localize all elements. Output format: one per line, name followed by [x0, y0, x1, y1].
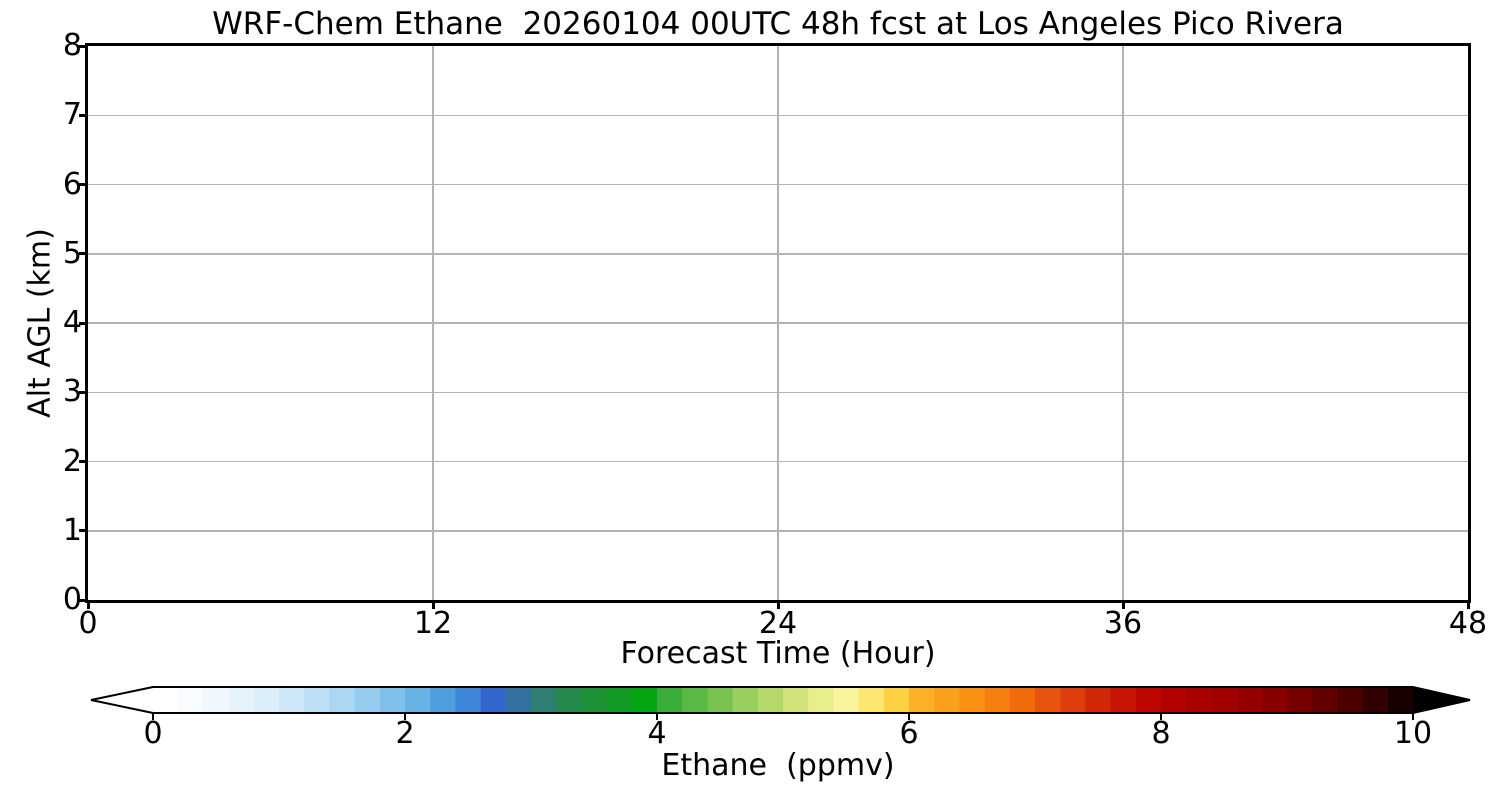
y-tick-mark — [79, 529, 88, 533]
colorbar-segment — [858, 687, 885, 713]
plot-area — [88, 46, 1468, 600]
colorbar-over-arrow — [1413, 687, 1470, 713]
y-tick-label: 7 — [62, 97, 82, 133]
y-tick-label: 1 — [62, 512, 82, 548]
colorbar-segment — [1211, 687, 1238, 713]
colorbar-segment — [178, 687, 204, 713]
colorbar-tick-label: 2 — [395, 716, 415, 751]
colorbar — [90, 686, 1471, 720]
colorbar-segment — [1186, 687, 1212, 713]
colorbar-tick-label: 6 — [899, 716, 919, 751]
x-tick-mark — [431, 600, 435, 609]
x-tick-mark — [1466, 600, 1470, 609]
colorbar-segment — [480, 687, 507, 713]
x-axis-label: Forecast Time (Hour) — [620, 636, 936, 671]
colorbar-segment — [1060, 687, 1086, 713]
y-tick-label: 8 — [62, 28, 82, 63]
colorbar-segment — [783, 687, 809, 713]
colorbar-segment — [253, 687, 280, 713]
colorbar-tick-label: 0 — [143, 716, 163, 751]
colorbar-segment — [707, 687, 734, 713]
gridline-vertical — [1122, 46, 1124, 600]
colorbar-segment — [505, 687, 532, 713]
colorbar-segment — [556, 687, 582, 713]
x-tick-label: 12 — [413, 606, 453, 641]
colorbar-segment — [1387, 687, 1414, 713]
colorbar-segment — [732, 687, 759, 713]
colorbar-segment — [657, 687, 683, 713]
colorbar-segment — [1009, 687, 1036, 713]
y-tick-label: 3 — [62, 374, 82, 410]
colorbar-segment — [808, 687, 834, 713]
colorbar-segment — [909, 687, 935, 713]
colorbar-segment — [531, 687, 557, 713]
y-tick-mark — [79, 598, 88, 602]
colorbar-segment — [228, 687, 255, 713]
colorbar-segment — [279, 687, 305, 713]
x-tick-label: 24 — [758, 606, 798, 641]
colorbar-segment — [1337, 687, 1364, 713]
y-tick-mark — [79, 390, 88, 394]
colorbar-segment — [581, 687, 608, 713]
x-tick-mark — [86, 600, 90, 609]
colorbar-segment — [455, 687, 482, 713]
colorbar-segment — [1362, 687, 1389, 713]
colorbar-segment — [430, 687, 456, 713]
colorbar-segment — [606, 687, 633, 713]
colorbar-segment — [1312, 687, 1338, 713]
colorbar-segment — [631, 687, 658, 713]
colorbar-segment — [1135, 687, 1162, 713]
colorbar-segment — [883, 687, 910, 713]
y-tick-label: 6 — [62, 166, 82, 202]
y-tick-mark — [79, 183, 88, 186]
y-tick-mark — [79, 44, 88, 48]
colorbar-segment — [203, 687, 230, 713]
colorbar-segment — [984, 687, 1011, 713]
colorbar-segment — [1085, 687, 1112, 713]
colorbar-segment — [682, 687, 708, 713]
y-tick-label: 0 — [62, 582, 82, 617]
colorbar-segment — [1236, 687, 1263, 713]
x-tick-label: 36 — [1103, 606, 1143, 641]
colorbar-segment — [304, 687, 330, 713]
colorbar-label: Ethane (ppmv) — [661, 748, 895, 783]
colorbar-tick-label: 10 — [1393, 716, 1433, 751]
colorbar-tick-label: 4 — [647, 716, 667, 751]
y-tick-mark — [79, 252, 88, 256]
colorbar-segment — [757, 687, 784, 713]
x-tick-mark — [776, 600, 780, 609]
colorbar-segment — [379, 687, 406, 713]
colorbar-segment — [153, 687, 179, 713]
colorbar-segment — [959, 687, 986, 713]
y-tick-label: 2 — [62, 443, 82, 479]
x-tick-label: 0 — [78, 606, 98, 641]
y-tick-mark — [79, 113, 88, 117]
gridline-vertical — [777, 46, 779, 600]
gridline-vertical — [432, 46, 434, 600]
colorbar-segment — [934, 687, 960, 713]
x-tick-mark — [1121, 600, 1125, 609]
colorbar-segment — [1110, 687, 1137, 713]
y-tick-label: 4 — [62, 305, 82, 340]
x-tick-label: 48 — [1448, 606, 1488, 641]
colorbar-tick-label: 8 — [1151, 716, 1171, 751]
colorbar-segment — [354, 687, 381, 713]
colorbar-segment — [329, 687, 356, 713]
colorbar-segment — [1035, 687, 1061, 713]
colorbar-segment — [833, 687, 860, 713]
colorbar-segment — [1287, 687, 1313, 713]
y-tick-label: 5 — [62, 235, 82, 271]
colorbar-segment — [405, 687, 431, 713]
y-tick-mark — [79, 460, 88, 463]
colorbar-segment — [1161, 687, 1187, 713]
chart-title: WRF-Chem Ethane 20260104 00UTC 48h fcst … — [212, 6, 1344, 42]
y-tick-mark — [79, 321, 88, 325]
colorbar-segment — [1261, 687, 1288, 713]
colorbar-under-arrow — [91, 687, 153, 713]
